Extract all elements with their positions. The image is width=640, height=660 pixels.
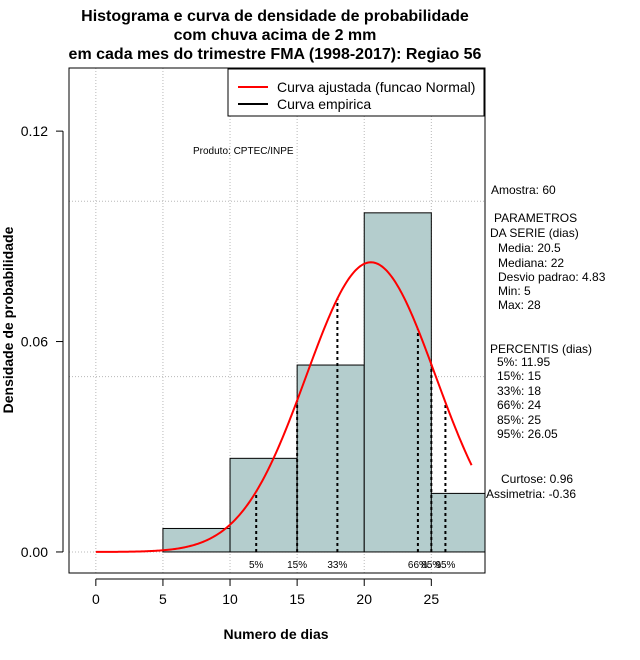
stats-curtose: Curtose: 0.96 [501, 472, 573, 486]
histogram-bar-3 [296, 364, 365, 553]
stats-param-min: Min: 5 [498, 284, 531, 298]
percentile-label-2: 15% [287, 560, 307, 571]
legend: Curva ajustada (funcao Normal) Curva emp… [227, 68, 485, 117]
stats-percentil-33: 33%: 18 [497, 384, 541, 398]
fitted-curve-layer [95, 261, 473, 553]
percentile-label-1: 5% [249, 560, 264, 571]
stats-percentis-title: PERCENTIS (dias) [490, 342, 592, 356]
fitted-normal-curve [95, 261, 473, 553]
legend-box [227, 68, 485, 117]
x-tick-label-0: 0 [92, 591, 100, 607]
x-tick-label-25: 25 [424, 591, 440, 607]
plot-frame [68, 67, 486, 574]
stats-params-title-1: PARAMETROS [494, 211, 577, 225]
x-tick-label-10: 10 [222, 591, 238, 607]
y-axis: 0.00 0.06 0.12 [21, 123, 64, 560]
percentile-label-4: 66% [408, 560, 428, 571]
x-tick-label-5: 5 [159, 591, 167, 607]
stats-percentil-95: 95%: 26.05 [497, 427, 558, 441]
y-tick-label-0: 0.00 [21, 544, 48, 560]
x-axis-label: Numero de dias [223, 626, 328, 642]
y-tick-label-1: 0.06 [21, 334, 48, 350]
legend-label-empirical: Curva empirica [277, 96, 371, 112]
stats-panel: Amostra: 60 PARAMETROS DA SERIE (dias) M… [486, 183, 606, 501]
chart-title-line-2: com chuva acima de 2 mm [174, 27, 377, 44]
percentile-label-3: 33% [327, 560, 347, 571]
x-tick-label-20: 20 [356, 591, 372, 607]
chart-title-line-1: Histograma e curva de densidade de proba… [81, 8, 469, 25]
x-tick-label-15: 15 [289, 591, 305, 607]
percentile-markers: 5% 15% 33% 66%85%95% [249, 298, 456, 571]
stats-params-title-2: DA SERIE (dias) [490, 226, 579, 240]
x-axis: 0 5 10 15 20 25 [92, 578, 440, 607]
percentile-label-5: 85% [421, 560, 441, 571]
legend-label-fitted: Curva ajustada (funcao Normal) [277, 79, 475, 95]
stats-percentil-15: 15%: 15 [497, 369, 541, 383]
stats-param-mediana: Mediana: 22 [498, 256, 564, 270]
chart-title-line-3: em cada mes do trimestre FMA (1998-2017)… [69, 46, 482, 63]
product-note: Produto: CPTEC/INPE [193, 146, 294, 157]
y-axis-label: Densidade de probabilidade [0, 226, 16, 413]
stats-param-media: Media: 20.5 [498, 241, 561, 255]
stats-assimetria: Assimetria: -0.36 [486, 487, 576, 501]
percentile-label-6: 95% [435, 560, 455, 571]
histogram-bar-4 [363, 212, 432, 553]
histogram-bars [162, 212, 486, 553]
stats-param-desvio: Desvio padrao: 4.83 [498, 270, 606, 284]
y-tick-label-2: 0.12 [21, 123, 48, 139]
stats-sample: Amostra: 60 [491, 183, 556, 197]
histogram-bar-5 [430, 492, 486, 553]
stats-percentil-85: 85%: 25 [497, 413, 541, 427]
histogram-bar-2 [229, 457, 298, 553]
stats-param-max: Max: 28 [498, 298, 541, 312]
stats-percentil-66: 66%: 24 [497, 398, 541, 412]
stats-percentil-5: 5%: 11.95 [497, 355, 550, 369]
